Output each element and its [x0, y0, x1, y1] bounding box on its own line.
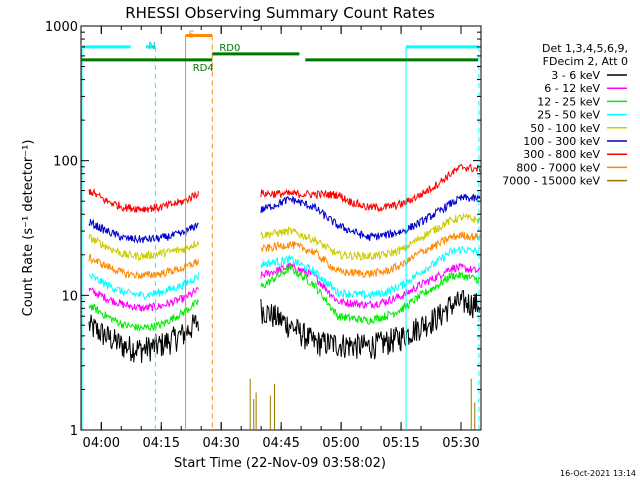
series-line-1-seg1 — [260, 261, 481, 310]
y-axis: 1 10 100 1000 — [45, 20, 481, 439]
series-line-7-seg0 — [88, 253, 199, 280]
x-tick-label: 05:15 — [382, 436, 419, 451]
decimation-label-rd4: RD4 — [193, 63, 214, 74]
series-line-5-seg1 — [260, 193, 481, 241]
plot-area: N S RD4 RD0 — [80, 25, 482, 431]
series-line-6-seg1 — [260, 163, 481, 213]
legend-entry-label: 3 - 6 keV — [551, 69, 600, 82]
legend-entry-label: 25 - 50 keV — [537, 109, 600, 122]
x-tick-label: 04:45 — [262, 436, 299, 451]
legend-entry-label: 300 - 800 keV — [523, 148, 600, 161]
series-line-0-seg1 — [260, 289, 481, 360]
decimation-label-rd0: RD0 — [219, 43, 240, 54]
legend: Det 1,3,4,5,6,9, FDecim 2, Att 0 3 - 6 k… — [502, 42, 628, 188]
series-group — [88, 163, 481, 364]
legend-header-line2: FDecim 2, Att 0 — [543, 55, 628, 68]
series-line-5-seg0 — [88, 218, 199, 244]
x-axis-label: Start Time (22-Nov-09 03:58:02) — [174, 456, 386, 471]
series-line-7-seg1 — [260, 231, 481, 279]
series-line-4-seg1 — [260, 212, 481, 261]
x-tick-label: 04:30 — [202, 436, 239, 451]
saa-label: S — [189, 30, 195, 41]
timestamp: 16-Oct-2021 13:14 — [560, 469, 636, 478]
y-tick-label: 100 — [53, 155, 78, 170]
night-label: N — [148, 41, 155, 52]
series-line-1-seg0 — [88, 286, 199, 312]
chart-title: RHESSI Observing Summary Count Rates — [125, 4, 435, 22]
series-line-2-seg0 — [88, 298, 199, 332]
legend-entry-label: 800 - 7000 keV — [516, 161, 600, 174]
y-tick-label: 10 — [61, 289, 78, 304]
series-line-4-seg0 — [88, 234, 199, 262]
x-tick-label: 04:00 — [83, 436, 120, 451]
y-axis-label: Count Rate (s⁻¹ detector⁻¹) — [21, 140, 36, 317]
legend-entry-label: 100 - 300 keV — [523, 135, 600, 148]
legend-entry-label: 6 - 12 keV — [544, 82, 600, 95]
y-tick-label: 1 — [70, 424, 78, 439]
series-line-6-seg0 — [88, 187, 199, 213]
legend-header-line1: Det 1,3,4,5,6,9, — [542, 42, 628, 55]
flag-markers: N S RD4 RD0 — [81, 30, 480, 430]
series-line-2-seg1 — [260, 263, 481, 325]
x-axis: 04:00 04:15 04:30 04:45 05:00 05:15 05:30 — [83, 26, 480, 451]
x-tick-label: 05:00 — [322, 436, 359, 451]
spikes-7000-15000 — [249, 378, 476, 430]
series-line-3-seg1 — [260, 245, 481, 300]
y-tick-label: 1000 — [45, 20, 78, 35]
series-line-0-seg0 — [88, 314, 199, 364]
legend-entry-label: 50 - 100 keV — [530, 122, 600, 135]
legend-entry-label: 7000 - 15000 keV — [502, 175, 600, 188]
series-line-3-seg0 — [88, 272, 199, 300]
x-tick-label: 04:15 — [143, 436, 180, 451]
legend-entry-label: 12 - 25 keV — [537, 95, 600, 108]
x-tick-label: 05:30 — [442, 436, 479, 451]
